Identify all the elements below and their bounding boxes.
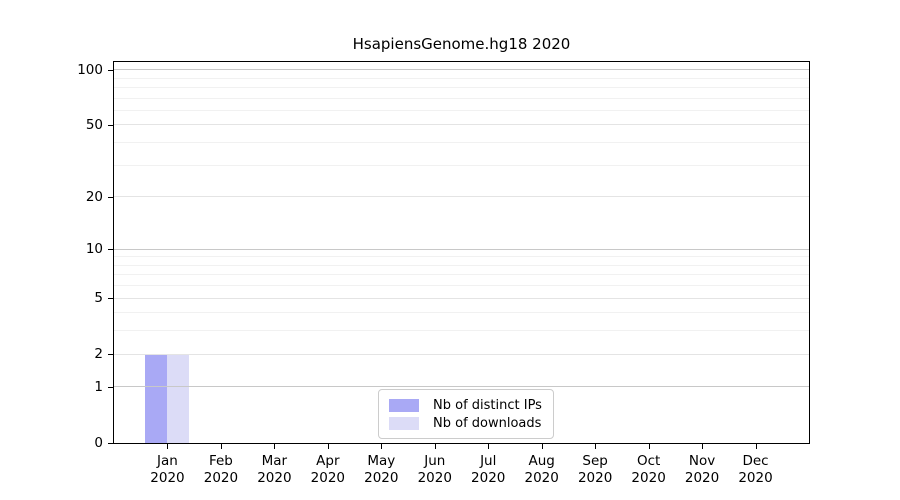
gridline-minor	[114, 164, 809, 166]
x-tick-label-aug: Aug 2020	[524, 453, 559, 486]
y-tick-label: 100	[77, 61, 103, 78]
gridline-minor	[114, 142, 809, 144]
y-tick-mark	[108, 249, 114, 250]
x-tick-mark	[595, 444, 597, 449]
y-tick-mark	[108, 124, 114, 126]
plot-area	[113, 61, 810, 444]
y-tick-mark	[108, 298, 114, 300]
y-tick-mark	[108, 386, 114, 388]
x-tick-mark	[381, 444, 383, 449]
x-tick-label-nov: Nov 2020	[684, 453, 720, 486]
y-tick-mark	[108, 443, 114, 444]
gridline	[114, 353, 809, 355]
gridline	[114, 386, 809, 388]
x-tick-mark	[327, 444, 329, 449]
y-tick-label: 0	[94, 435, 103, 451]
gridline-minor	[114, 86, 809, 88]
y-tick-mark	[108, 69, 114, 71]
chart-title: HsapiensGenome.hg18 2020	[352, 35, 571, 53]
legend-swatch-downloads	[389, 416, 419, 430]
y-tick-label: 20	[85, 188, 103, 205]
x-tick-label-dec: Dec 2020	[738, 453, 773, 486]
y-tick-mark	[108, 354, 114, 356]
x-tick-mark	[434, 444, 436, 449]
y-tick-mark	[108, 196, 114, 198]
x-tick-mark	[755, 444, 757, 449]
legend-row-distinct-ips: Nb of distinct IPs	[389, 396, 542, 414]
y-tick-label: 50	[85, 116, 103, 133]
gridline-minor	[114, 330, 809, 332]
x-tick-label-apr: Apr 2020	[310, 453, 346, 486]
x-tick-label-mar: Mar 2020	[257, 453, 292, 486]
x-tick-mark	[648, 444, 650, 449]
bar-jan-series1	[167, 354, 190, 443]
x-tick-mark	[220, 444, 222, 449]
gridline-minor	[114, 109, 809, 111]
x-tick-label-may: May 2020	[364, 453, 399, 486]
legend-label-distinct-ips: Nb of distinct IPs	[433, 397, 542, 413]
gridline-minor	[114, 312, 809, 314]
x-tick-label-feb: Feb 2020	[203, 453, 239, 486]
x-tick-mark	[702, 444, 704, 449]
legend-label-downloads: Nb of downloads	[433, 415, 542, 431]
legend-row-downloads: Nb of downloads	[389, 414, 542, 432]
x-tick-label-jan: Jan 2020	[150, 453, 185, 486]
gridline-minor	[114, 77, 809, 79]
x-tick-label-jun: Jun 2020	[417, 453, 452, 486]
gridline	[114, 124, 809, 126]
x-tick-mark	[274, 444, 276, 449]
gridline-minor	[114, 264, 809, 266]
y-tick-label: 5	[94, 290, 103, 307]
bar-jan-series0	[145, 354, 168, 443]
legend: Nb of distinct IPs Nb of downloads	[378, 389, 554, 439]
gridline-minor	[114, 256, 809, 258]
x-tick-mark	[167, 444, 169, 449]
gridline-minor	[114, 274, 809, 276]
x-tick-mark	[541, 444, 543, 449]
gridline-minor	[114, 97, 809, 99]
x-tick-label-sep: Sep 2020	[577, 453, 613, 486]
gridline	[114, 248, 809, 250]
gridline-minor	[114, 285, 809, 287]
y-tick-label: 10	[85, 241, 103, 257]
gridline	[114, 69, 809, 71]
y-tick-label: 2	[94, 346, 103, 363]
gridline	[114, 196, 809, 198]
y-tick-label: 1	[94, 378, 103, 395]
gridline	[114, 297, 809, 299]
legend-swatch-distinct-ips	[389, 398, 419, 412]
x-tick-label-oct: Oct 2020	[631, 453, 666, 486]
x-tick-label-jul: Jul 2020	[471, 453, 506, 486]
x-tick-mark	[488, 444, 490, 449]
